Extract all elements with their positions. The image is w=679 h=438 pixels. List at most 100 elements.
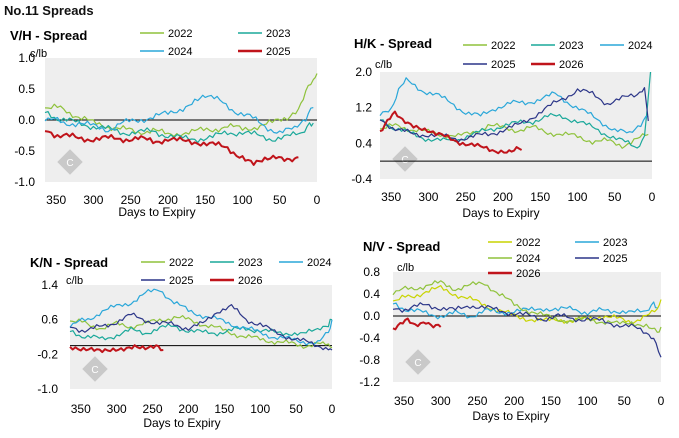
y-tick-label: 0.0 — [363, 309, 380, 323]
chart-hk: H/K - Spread c/lb C 2.0 1.2 0.4 -0.4 350 300 250 2… — [351, 36, 655, 220]
x-tick-label: 250 — [467, 394, 487, 408]
chart-vh: V/H - Spread c/lb C 1.0 0.5 0.0 -0.5 -1.0 350 300… — [10, 28, 321, 219]
x-tick-label: 100 — [232, 193, 252, 207]
watermark-logo: C — [82, 356, 108, 382]
x-axis-label: Days to Expiry — [462, 206, 539, 220]
legend-item: 2022 — [488, 237, 540, 249]
x-tick-label: 0 — [314, 193, 321, 207]
legend-label: 2026 — [516, 268, 540, 280]
x-tick-label: 0 — [658, 394, 665, 408]
series-line-2022 — [69, 315, 333, 349]
legend-label: 2025 — [603, 253, 627, 265]
legend-label: 2024 — [307, 257, 331, 269]
y-tick-label: -1.2 — [359, 375, 380, 389]
series-line-2023 — [392, 301, 658, 320]
y-tick-label: -0.4 — [351, 172, 372, 186]
x-tick-label: 300 — [107, 402, 127, 416]
legend: 2022 2023 2024 2025 2026 — [141, 257, 331, 287]
x-tick-label: 250 — [121, 193, 141, 207]
x-tick-label: 300 — [431, 394, 451, 408]
y-axis-unit: c/lb — [375, 59, 392, 71]
plot-area — [70, 285, 332, 389]
series-line-2026 — [379, 110, 523, 155]
legend-item: 2024 — [279, 257, 331, 269]
y-tick-label: 0.4 — [355, 136, 372, 150]
svg-text:C: C — [414, 358, 421, 369]
x-tick-label: 250 — [456, 190, 476, 204]
y-tick-label: 1.4 — [41, 278, 58, 292]
legend-label: 2025 — [266, 46, 290, 58]
series-line-2026 — [69, 344, 164, 354]
legend-label: 2023 — [266, 28, 290, 40]
x-tick-label: 350 — [381, 190, 401, 204]
x-tick-label: 200 — [504, 394, 524, 408]
legend: 2022 2023 2024 2025 2026 — [488, 237, 627, 280]
y-tick-label: 2.0 — [355, 65, 372, 79]
x-tick-label: 100 — [567, 190, 587, 204]
chart-title: K/N - Spread — [30, 255, 108, 270]
series-line-2024 — [379, 77, 649, 134]
series-line-2025 — [379, 86, 649, 143]
chart-kn: K/N - Spread c/lb C 1.4 0.6 -0.2 -1.0 350 300 250… — [30, 255, 336, 430]
svg-text:C: C — [401, 155, 408, 166]
y-axis-unit: c/lb — [66, 275, 83, 287]
y-tick-label: 0.4 — [363, 287, 380, 301]
legend-label: 2026 — [238, 275, 262, 287]
y-tick-label: -1.0 — [14, 175, 35, 189]
x-axis-label: Days to Expiry — [143, 416, 220, 430]
legend-item: 2023 — [238, 28, 290, 40]
y-tick-label: 0.6 — [41, 313, 58, 327]
series-line-2022 — [44, 73, 318, 138]
y-tick-label: -0.5 — [14, 144, 35, 158]
x-tick-label: 200 — [158, 193, 178, 207]
legend-label: 2022 — [491, 40, 515, 52]
x-tick-label: 350 — [46, 193, 66, 207]
plot-area — [393, 272, 661, 382]
series-line-2023 — [44, 110, 314, 144]
y-tick-label: 1.0 — [18, 51, 35, 65]
x-tick-label: 0 — [329, 402, 336, 416]
svg-text:C: C — [66, 158, 73, 169]
x-tick-label: 300 — [418, 190, 438, 204]
y-tick-label: 0.8 — [363, 265, 380, 279]
series-line-2026 — [392, 317, 442, 331]
y-tick-label: -0.4 — [359, 331, 380, 345]
legend-label: 2025 — [169, 275, 193, 287]
legend-item: 2023 — [575, 237, 627, 249]
chart-title: H/K - Spread — [354, 36, 432, 51]
x-tick-label: 350 — [71, 402, 91, 416]
x-tick-label: 50 — [289, 402, 303, 416]
legend-item: 2024 — [140, 46, 192, 58]
x-tick-label: 150 — [541, 394, 561, 408]
y-axis-unit: c/lb — [30, 48, 47, 60]
x-tick-label: 50 — [273, 193, 287, 207]
y-tick-label: -0.8 — [359, 353, 380, 367]
legend-label: 2026 — [559, 59, 583, 71]
x-tick-label: 100 — [578, 394, 598, 408]
series-line-2025 — [44, 130, 299, 166]
chart-title: N/V - Spread — [363, 239, 440, 254]
legend-label: 2024 — [516, 253, 540, 265]
legend-item: 2023 — [531, 40, 583, 52]
legend-label: 2023 — [603, 237, 627, 249]
x-tick-label: 250 — [143, 402, 163, 416]
legend-item: 2024 — [600, 40, 652, 52]
series-line-2025 — [392, 302, 662, 358]
y-tick-label: 0.5 — [18, 82, 35, 96]
x-tick-label: 0 — [649, 190, 656, 204]
chart-title: V/H - Spread — [10, 28, 87, 43]
x-tick-label: 100 — [250, 402, 270, 416]
legend-item: 2025 — [463, 59, 515, 71]
series-line-2022 — [392, 285, 662, 325]
plot-area — [380, 72, 652, 179]
x-tick-label: 50 — [608, 190, 622, 204]
legend-item: 2026 — [488, 268, 540, 280]
x-tick-label: 150 — [214, 402, 234, 416]
page-title: No.11 Spreads — [4, 3, 94, 18]
chart-nv: N/V - Spread c/lb C 0.8 0.4 0.0 -0.4 -0.8 -1.2 35… — [359, 237, 664, 423]
y-tick-label: -1.0 — [37, 382, 58, 396]
legend-label: 2024 — [168, 46, 192, 58]
legend: 2022 2023 2024 2025 — [140, 28, 290, 58]
x-axis-label: Days to Expiry — [118, 205, 195, 219]
